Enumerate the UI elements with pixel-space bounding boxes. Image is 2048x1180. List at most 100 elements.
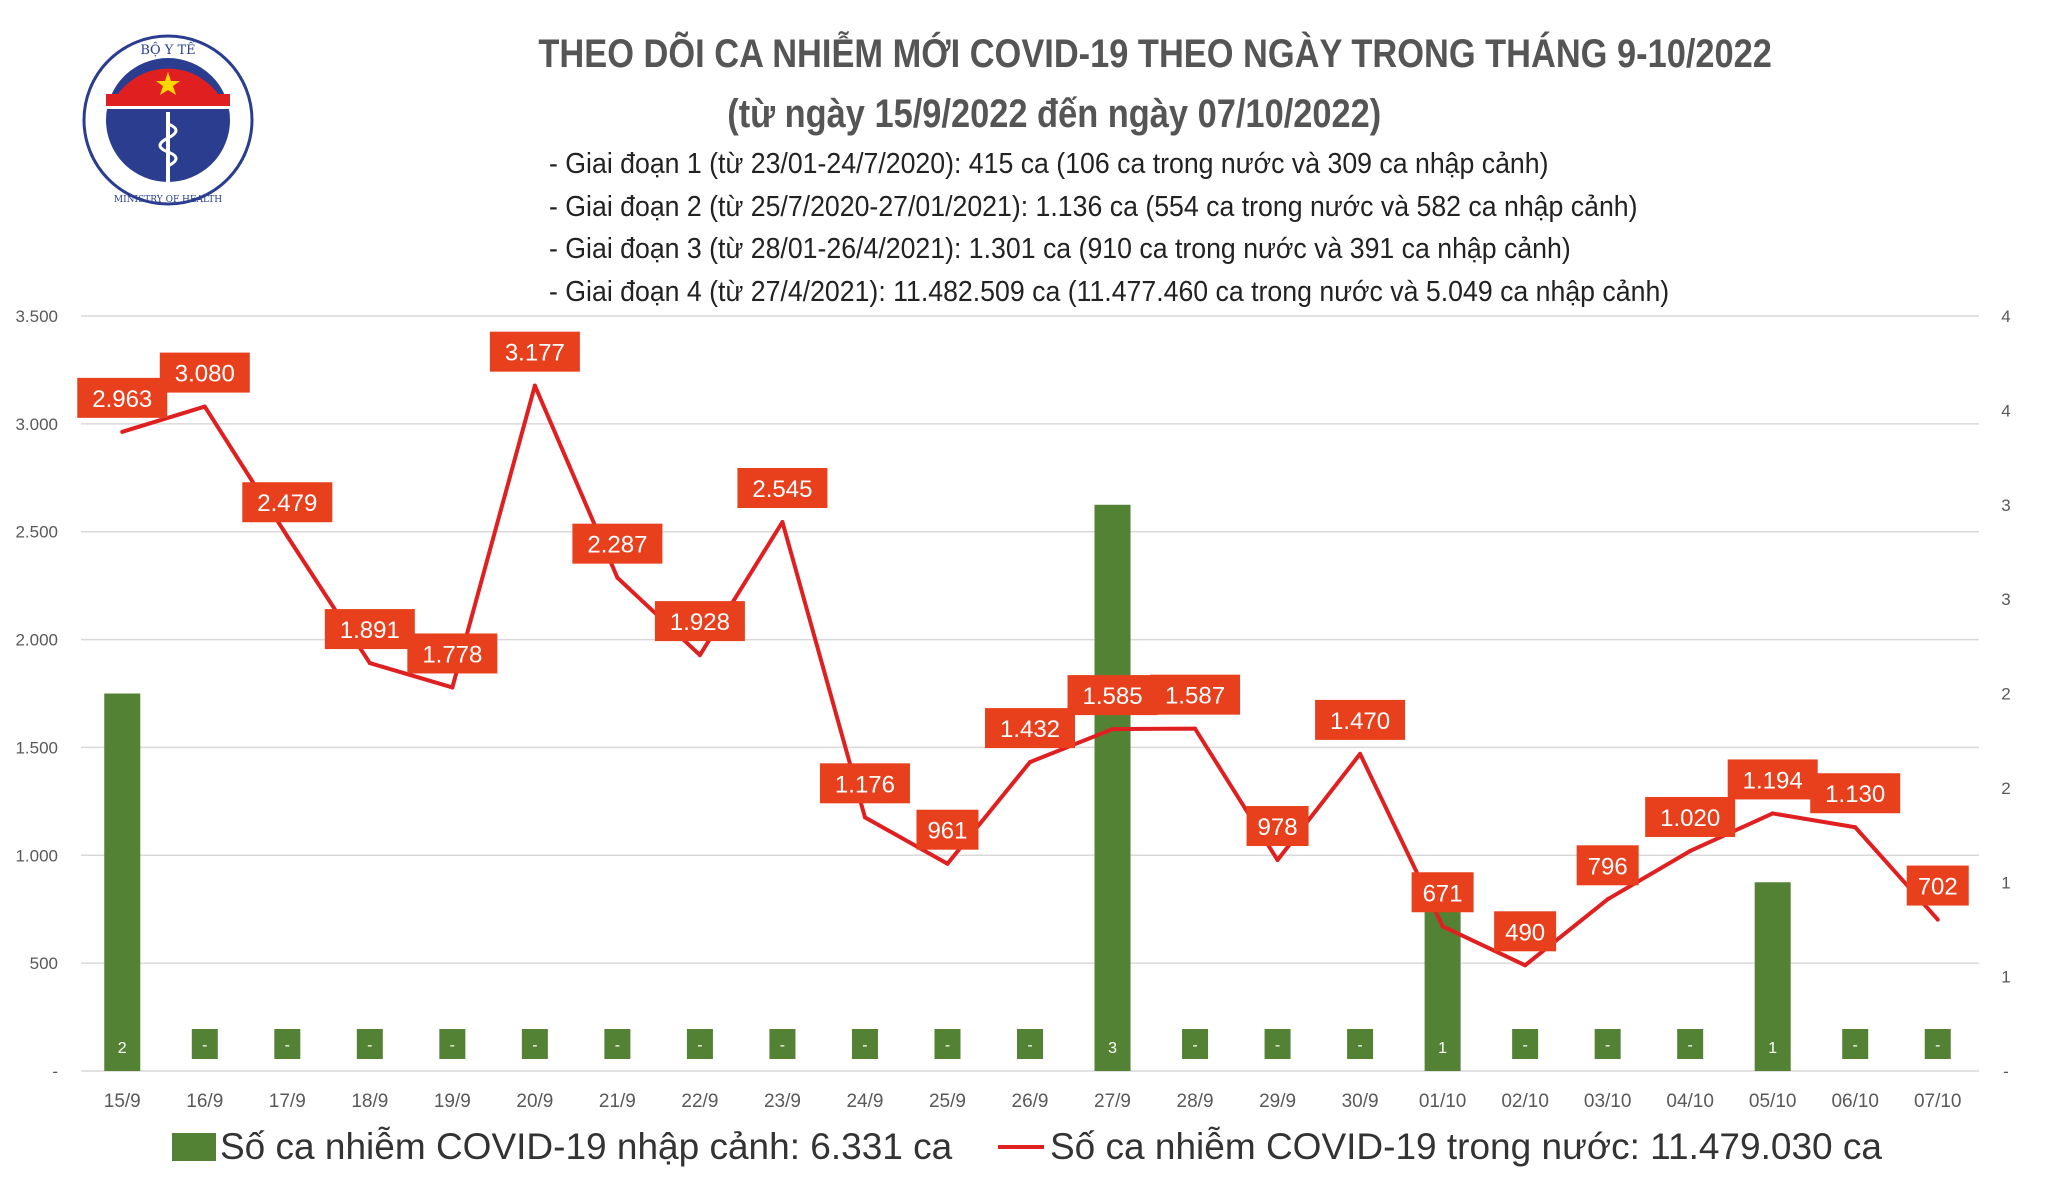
line-data-label: 1.928 — [670, 609, 730, 636]
x-axis-tick: 05/10 — [1749, 1091, 1797, 1112]
stage-3-summary: - Giai đoạn 3 (từ 28/01-26/4/2021): 1.30… — [549, 233, 1571, 265]
line-data-label-box — [489, 331, 580, 372]
left-axis-tick: 1.500 — [15, 738, 58, 757]
x-axis-tick: 30/9 — [1342, 1091, 1379, 1112]
bar-zero-marker — [439, 1029, 466, 1059]
line-data-label: 1.020 — [1660, 805, 1720, 832]
bar-data-label: - — [1275, 1037, 1280, 1054]
bar-zero-marker — [1677, 1029, 1704, 1059]
bar-data-label: - — [367, 1037, 372, 1054]
bar-zero-marker — [1264, 1029, 1291, 1059]
line-point — [1688, 848, 1693, 853]
bar-zero-marker — [1594, 1029, 1621, 1059]
right-axis-tick: 3 — [2001, 496, 2010, 515]
right-axis-tick: 3 — [2001, 590, 2010, 609]
line-data-label-box — [985, 708, 1075, 749]
line-point — [945, 861, 950, 866]
line-data-label: 1.891 — [340, 617, 400, 644]
line-point — [1770, 811, 1775, 816]
bar-zero-marker — [274, 1029, 301, 1059]
line-data-label-box — [1315, 699, 1406, 740]
bar-zero-marker — [1017, 1029, 1043, 1059]
line-data-label: 1.585 — [1082, 683, 1142, 710]
line-data-label-box — [77, 377, 168, 418]
x-axis-tick: 07/10 — [1914, 1091, 1962, 1112]
line-data-label: 2.479 — [257, 490, 317, 517]
line-point — [697, 653, 702, 658]
bar-data-label: - — [945, 1037, 950, 1054]
line-data-label: 961 — [927, 818, 967, 845]
bar-zero-marker — [1182, 1029, 1209, 1059]
bar-zero-marker — [686, 1029, 713, 1059]
bar-zero-marker — [1842, 1029, 1869, 1059]
bar-data-label: - — [697, 1037, 702, 1054]
line-domestic — [121, 383, 1940, 968]
bar-data-label: - — [532, 1037, 537, 1054]
line-data-label-box — [1246, 806, 1309, 847]
x-axis-tick: 28/9 — [1177, 1091, 1214, 1112]
line-data-label: 1.587 — [1165, 683, 1225, 710]
right-axis-tick: 4 — [2001, 307, 2010, 326]
legend-item-imported: Số ca nhiễm COVID-19 nhập cảnh: 6.331 ca — [172, 1126, 952, 1168]
line-data-label: 1.778 — [422, 641, 482, 668]
bar-zero-marker — [1347, 1029, 1374, 1059]
bar-data-label: - — [1027, 1037, 1032, 1054]
x-axis-tick: 21/9 — [599, 1091, 636, 1112]
line-point — [1358, 751, 1363, 756]
line-point — [1440, 924, 1445, 929]
line-data-label-box — [1411, 872, 1474, 913]
line-data-label: 978 — [1258, 814, 1298, 841]
bar-data-label: 2 — [118, 1040, 127, 1057]
line-data-label: 1.432 — [1000, 716, 1060, 743]
x-axis-tick: 02/10 — [1501, 1091, 1549, 1112]
bar-data-label: - — [1605, 1037, 1610, 1054]
stage-4-summary: - Giai đoạn 4 (từ 27/4/2021): 11.482.509… — [549, 276, 1670, 308]
bar-data-label: - — [1853, 1037, 1858, 1054]
left-axis-tick: 3.500 — [15, 307, 58, 326]
line-point — [450, 685, 455, 690]
bar-imported — [1424, 882, 1461, 1071]
bar-data-label: - — [615, 1037, 620, 1054]
line-point — [1853, 825, 1858, 830]
bar-zero-marker — [1512, 1029, 1539, 1059]
right-axis-tick: 4 — [2001, 401, 2010, 420]
line-data-label-box — [159, 352, 250, 393]
bar-zero-marker — [521, 1029, 548, 1059]
line-point — [1935, 917, 1940, 922]
line-data-label-box — [407, 633, 498, 674]
bar-data-label: 3 — [1108, 1040, 1117, 1057]
line-data-label: 2.963 — [92, 386, 152, 413]
bar-zero-marker — [851, 1029, 878, 1059]
x-axis-tick: 22/9 — [681, 1091, 718, 1112]
line-data-label-box — [572, 523, 663, 564]
bar-zero-marker — [934, 1029, 961, 1059]
stage-1-summary: - Giai đoạn 1 (từ 23/01-24/7/2020): 415 … — [549, 148, 1549, 180]
bar-data-label: - — [450, 1037, 455, 1054]
left-axis-tick: 2.500 — [15, 523, 58, 542]
bar-data-label: 1 — [1768, 1040, 1777, 1057]
line-data-label: 3.177 — [505, 340, 565, 367]
line-data-label: 1.176 — [835, 771, 895, 798]
bar-data-label: - — [1192, 1037, 1197, 1054]
x-axis-tick: 04/10 — [1666, 1091, 1714, 1112]
right-axis-tick: 1 — [2001, 873, 2010, 892]
left-axis-tick: - — [52, 1062, 58, 1081]
line-data-label-box — [819, 763, 910, 804]
right-axis-tick: 2 — [2001, 685, 2010, 704]
x-axis-tick: 19/9 — [434, 1091, 471, 1112]
x-axis-tick: 27/9 — [1094, 1091, 1131, 1112]
line-point — [1275, 858, 1280, 863]
x-axis-tick: 03/10 — [1584, 1091, 1632, 1112]
line-data-label: 2.287 — [587, 532, 647, 559]
ministry-of-health-logo: BỘ Y TẾ MINISTRY OF HEALTH — [82, 34, 254, 206]
bar-data-label: - — [202, 1037, 207, 1054]
bar-zero-marker — [769, 1029, 796, 1059]
bar-data-label: - — [780, 1037, 785, 1054]
line-point — [120, 429, 125, 434]
left-axis-tick: 500 — [30, 954, 58, 973]
x-axis-tick: 06/10 — [1831, 1091, 1879, 1112]
chart-subtitle-text: (từ ngày 15/9/2022 đến ngày 07/10/2022) — [726, 92, 1382, 136]
legend-label-imported: Số ca nhiễm COVID-19 nhập cảnh: 6.331 ca — [220, 1126, 953, 1167]
line-data-label: 1.470 — [1330, 708, 1390, 735]
